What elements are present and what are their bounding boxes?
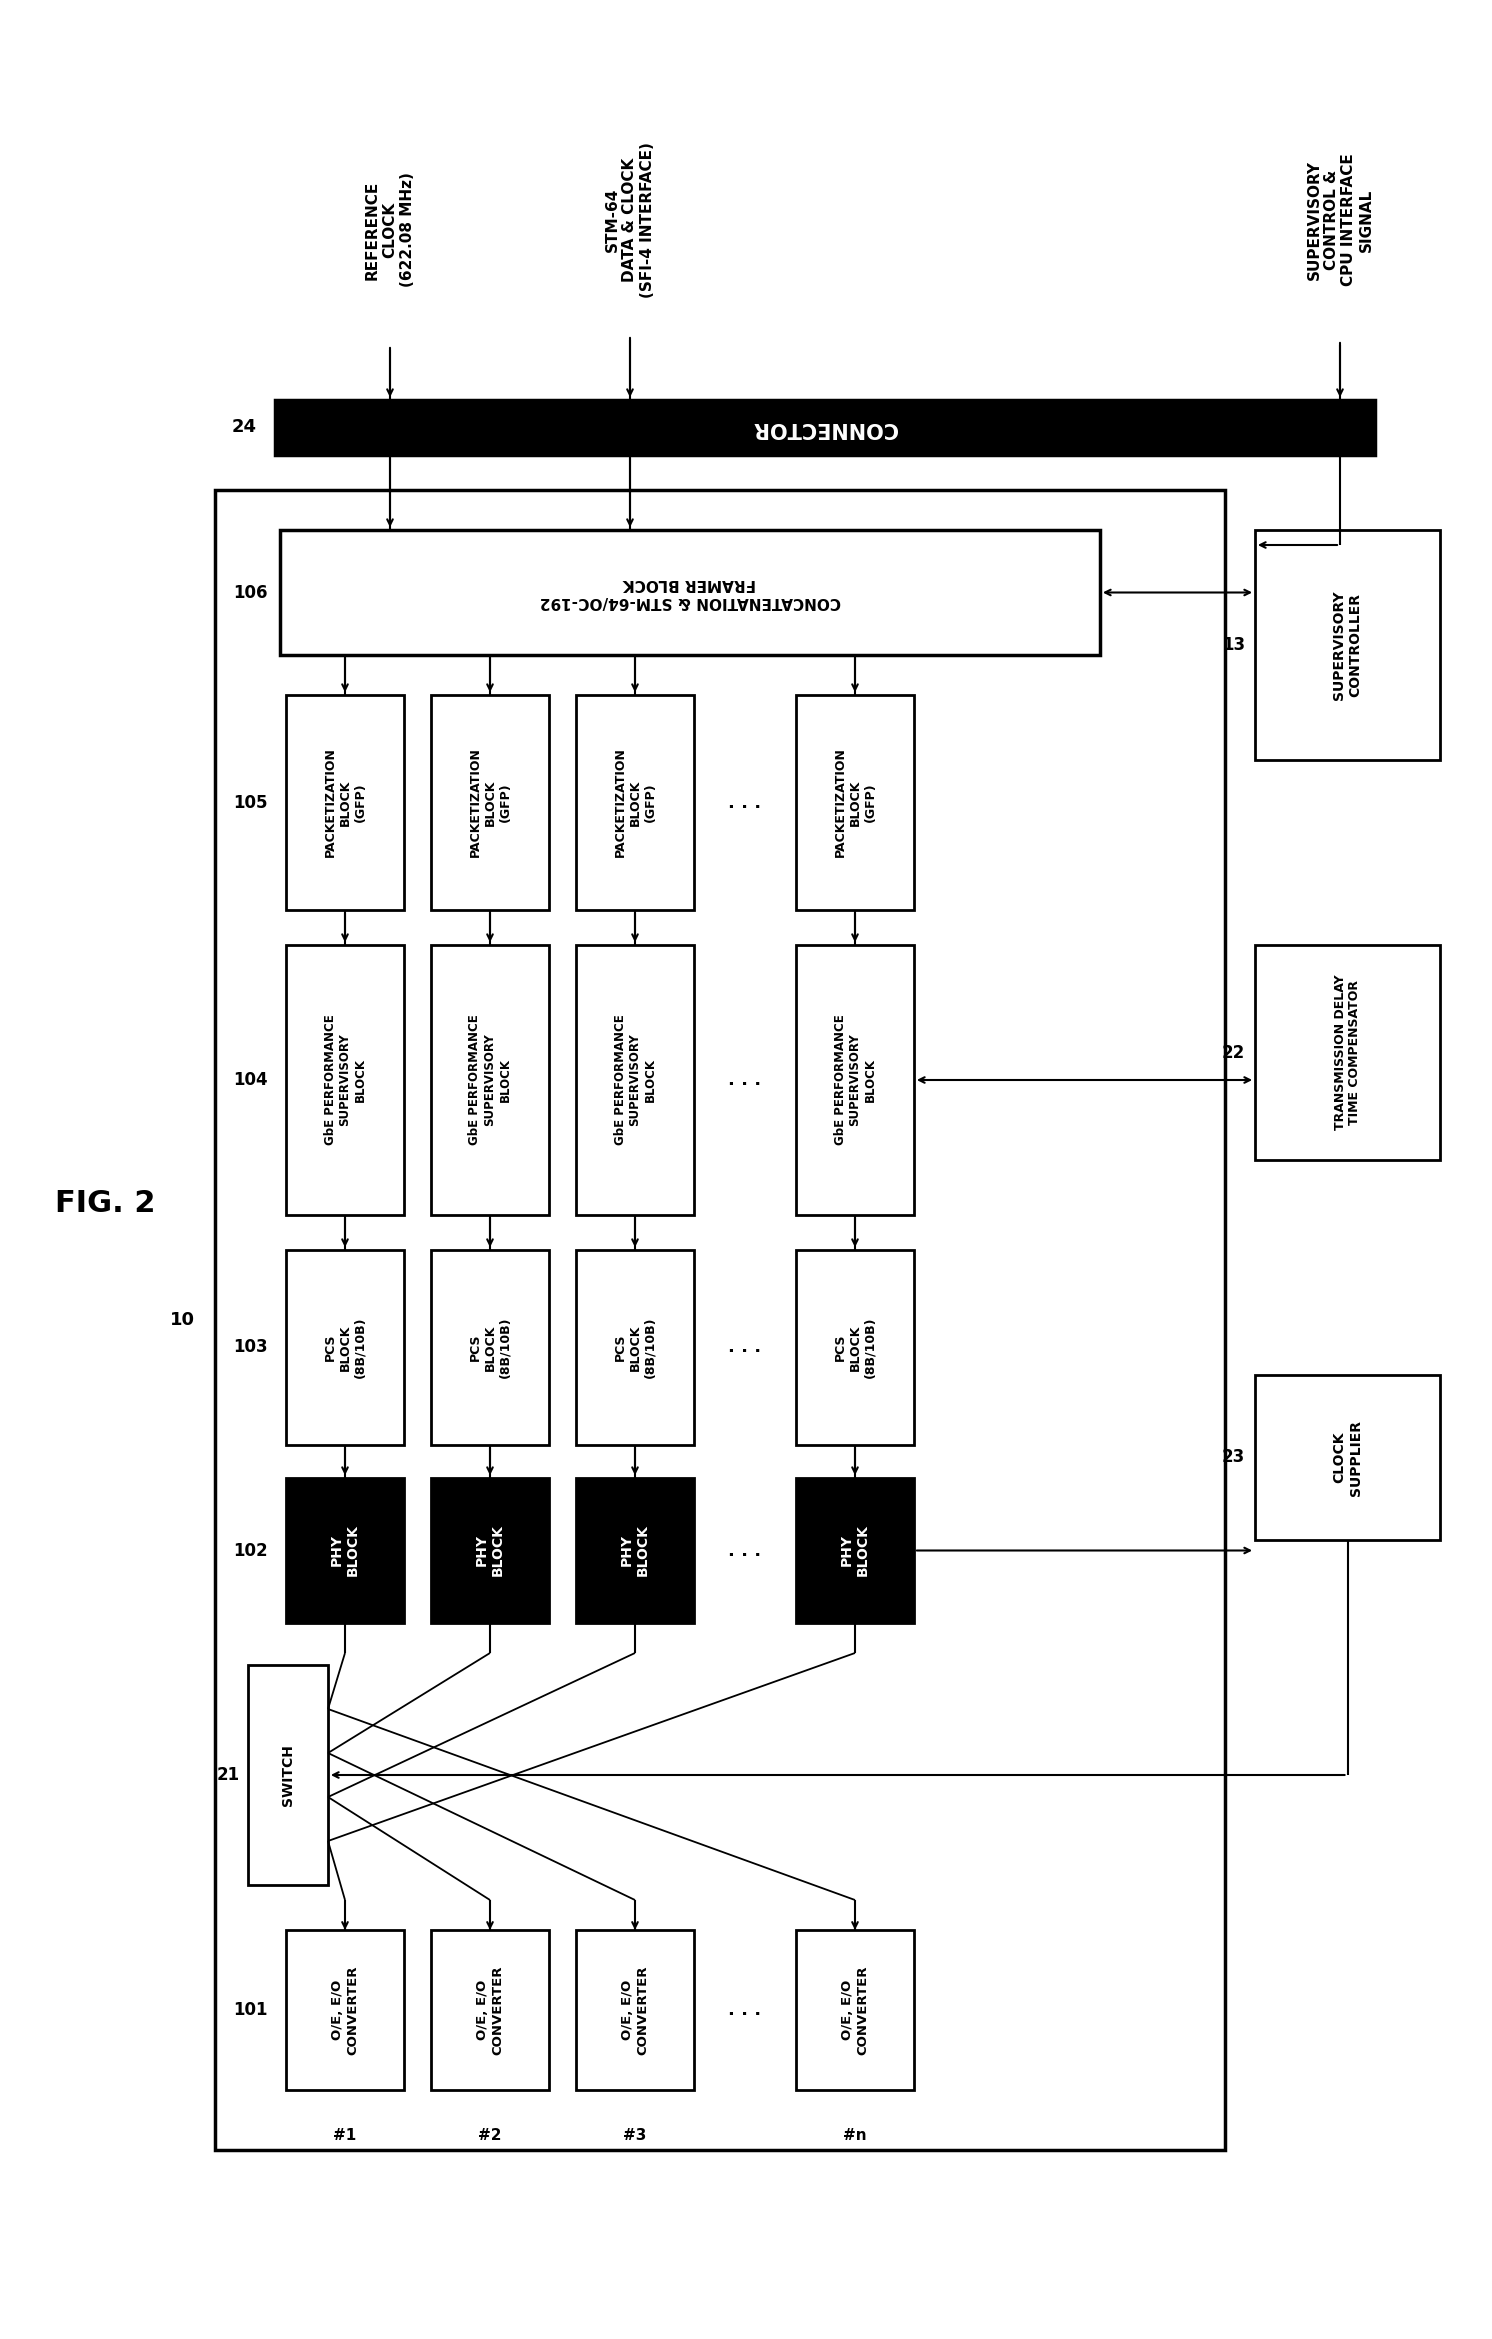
Text: #1: #1 [333,2128,357,2143]
Text: . . .: . . . [728,1541,761,1560]
Bar [286,945,404,1214]
Bar [215,489,1225,2150]
Bar [576,1249,694,1446]
Text: SUPERVISORY
CONTROL &
CPU INTERFACE
SIGNAL: SUPERVISORY CONTROL & CPU INTERFACE SIGN… [1307,154,1374,285]
Text: SWITCH: SWITCH [280,1745,295,1806]
Text: PHY
BLOCK: PHY BLOCK [330,1525,360,1576]
Text: PACKETIZATION
BLOCK
(GFP): PACKETIZATION BLOCK (GFP) [324,748,367,858]
Bar [576,1478,694,1623]
Bar [286,1249,404,1446]
Text: 23: 23 [1222,1448,1244,1467]
Text: 103: 103 [233,1338,269,1357]
Text: PHY
BLOCK: PHY BLOCK [474,1525,506,1576]
Text: GbE PERFORMANCE
SUPERVISORY
BLOCK: GbE PERFORMANCE SUPERVISORY BLOCK [468,1015,512,1146]
Bar [1255,531,1440,760]
Bar [286,1930,404,2091]
Bar [248,1665,328,1885]
Text: 13: 13 [1222,636,1244,655]
Text: 101: 101 [234,2000,269,2019]
Text: PCS
BLOCK
(8B/10B): PCS BLOCK (8B/10B) [324,1317,367,1378]
Text: 102: 102 [233,1541,269,1560]
Text: O/E, E/O
CONVERTER: O/E, E/O CONVERTER [621,1965,649,2054]
Bar [576,695,694,910]
Bar [1255,945,1440,1160]
Bar [797,1478,915,1623]
Bar [431,945,549,1214]
Text: TRANSMISSION DELAY
TIME COMPENSATOR: TRANSMISSION DELAY TIME COMPENSATOR [1334,975,1362,1130]
Text: 105: 105 [234,793,269,812]
Bar [1255,1375,1440,1539]
Text: FIG. 2: FIG. 2 [55,1188,155,1219]
Text: #3: #3 [624,2128,646,2143]
Text: REFERENCE
CLOCK
(622.08 MHz): REFERENCE CLOCK (622.08 MHz) [366,173,415,288]
Text: 21: 21 [216,1766,240,1785]
Text: CONNECTOR: CONNECTOR [752,416,898,437]
Bar [797,945,915,1214]
Text: PACKETIZATION
BLOCK
(GFP): PACKETIZATION BLOCK (GFP) [613,748,656,858]
Text: CONCATENATION & STM-64/OC-192
FRAMER BLOCK: CONCATENATION & STM-64/OC-192 FRAMER BLO… [540,575,840,608]
Text: O/E, E/O
CONVERTER: O/E, E/O CONVERTER [476,1965,504,2054]
Text: PCS
BLOCK
(8B/10B): PCS BLOCK (8B/10B) [834,1317,876,1378]
Text: 104: 104 [233,1071,269,1090]
Text: GbE PERFORMANCE
SUPERVISORY
BLOCK: GbE PERFORMANCE SUPERVISORY BLOCK [613,1015,656,1146]
Bar [797,695,915,910]
Text: PHY
BLOCK: PHY BLOCK [840,1525,870,1576]
Text: SUPERVISORY
CONTROLLER: SUPERVISORY CONTROLLER [1332,589,1362,699]
Bar [576,945,694,1214]
Text: GbE PERFORMANCE
SUPERVISORY
BLOCK: GbE PERFORMANCE SUPERVISORY BLOCK [324,1015,367,1146]
Text: PACKETIZATION
BLOCK
(GFP): PACKETIZATION BLOCK (GFP) [468,748,512,858]
Text: PHY
BLOCK: PHY BLOCK [619,1525,651,1576]
Text: . . .: . . . [728,793,761,812]
Text: O/E, E/O
CONVERTER: O/E, E/O CONVERTER [841,1965,868,2054]
Bar [431,695,549,910]
Text: 24: 24 [231,419,257,437]
Text: 22: 22 [1222,1043,1244,1062]
Bar [275,400,1376,456]
Bar [431,1249,549,1446]
Bar [286,1478,404,1623]
Bar [431,1478,549,1623]
Text: CLOCK
SUPPLIER: CLOCK SUPPLIER [1332,1420,1362,1495]
Text: . . .: . . . [728,2000,761,2019]
Bar [280,531,1100,655]
Text: . . .: . . . [728,1071,761,1090]
Text: STM-64
DATA & CLOCK
(SFI-4 INTERFACE): STM-64 DATA & CLOCK (SFI-4 INTERFACE) [606,143,655,297]
Bar [797,1930,915,2091]
Bar [431,1930,549,2091]
Text: O/E, E/O
CONVERTER: O/E, E/O CONVERTER [331,1965,360,2054]
Text: 106: 106 [234,582,269,601]
Text: PCS
BLOCK
(8B/10B): PCS BLOCK (8B/10B) [468,1317,512,1378]
Text: #n: #n [843,2128,867,2143]
Bar [797,1249,915,1446]
Bar [286,695,404,910]
Text: . . .: . . . [728,1338,761,1357]
Text: PCS
BLOCK
(8B/10B): PCS BLOCK (8B/10B) [613,1317,656,1378]
Text: 10: 10 [170,1310,195,1329]
Text: GbE PERFORMANCE
SUPERVISORY
BLOCK: GbE PERFORMANCE SUPERVISORY BLOCK [834,1015,876,1146]
Text: #2: #2 [479,2128,501,2143]
Bar [576,1930,694,2091]
Text: PACKETIZATION
BLOCK
(GFP): PACKETIZATION BLOCK (GFP) [834,748,876,858]
